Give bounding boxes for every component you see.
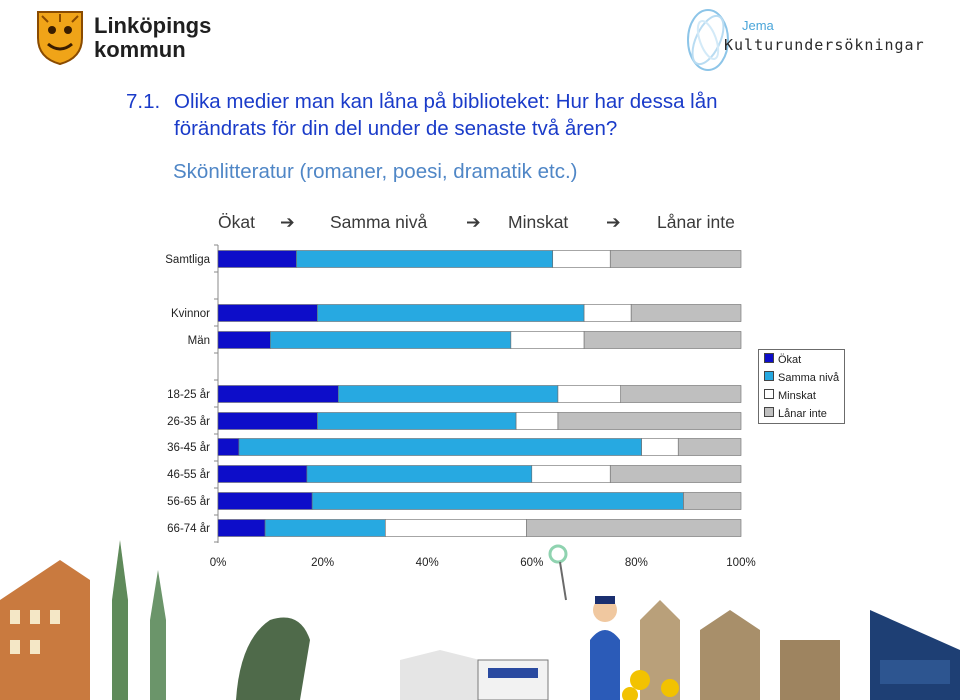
x-tick-label: 100%	[726, 557, 755, 569]
flow-label-minskat: Minskat	[508, 212, 569, 232]
bar-segment	[583, 331, 742, 349]
legend-label: Samma nivå	[778, 372, 840, 384]
question-line-1: Olika medier man kan låna på biblioteket…	[174, 90, 718, 113]
category-label: 56-65 år	[167, 496, 210, 508]
legend-label: Minskat	[778, 390, 816, 402]
legend-item-minskat: Minskat	[764, 389, 816, 402]
linkoping-logo: Linköpings kommun	[32, 8, 222, 68]
bar-segment	[557, 385, 622, 403]
bar-segment	[217, 250, 297, 268]
bar-segment	[337, 385, 559, 403]
legend-label: Ökat	[778, 354, 802, 366]
bar-segment	[557, 412, 742, 430]
legend-swatch	[764, 407, 774, 417]
question-line-2: förändrats för din del under de senaste …	[174, 117, 618, 140]
x-tick-label: 20%	[311, 557, 334, 569]
category-label: Män	[188, 335, 210, 347]
jema-label: Jema	[742, 18, 774, 33]
arrow-right-icon: ➔	[606, 212, 621, 232]
bar-segment	[217, 492, 313, 510]
bar-segment	[515, 412, 559, 430]
bar-segment	[269, 331, 512, 349]
bar-segment	[531, 465, 611, 483]
bar-segment	[526, 519, 742, 537]
question-number: 7.1.	[126, 90, 161, 113]
arrow-right-icon: ➔	[466, 212, 481, 232]
x-tick-label: 40%	[416, 557, 439, 569]
bar-segment	[217, 304, 318, 322]
bar-segment	[630, 304, 742, 322]
bar-segment	[609, 250, 742, 268]
logo-name: Linköpings kommun	[94, 13, 212, 62]
bar-segment	[317, 412, 517, 430]
bar-segment	[306, 465, 533, 483]
category-label: 66-74 år	[167, 523, 210, 535]
kulturundersokningar-label: Kulturundersökningar	[724, 36, 925, 54]
x-tick-label: 0%	[210, 557, 227, 569]
bar-segment	[677, 438, 742, 456]
bar-segment	[683, 492, 742, 510]
bar-segment	[217, 438, 240, 456]
bar-segment	[264, 519, 386, 537]
legend-swatch	[764, 389, 774, 399]
legend-item-lanar-inte: Lånar inte	[764, 407, 827, 420]
flow-label-lanar-inte: Lånar inte	[657, 212, 735, 232]
category-label: 46-55 år	[167, 469, 210, 481]
bar-segment	[583, 304, 632, 322]
bar-segment	[217, 412, 318, 430]
bar-segment	[552, 250, 611, 268]
bar-segment	[510, 331, 585, 349]
swirl-logo-icon	[687, 9, 729, 71]
category-label: 18-25 år	[167, 389, 210, 401]
category-label: Kvinnor	[171, 308, 210, 320]
bar-segment	[217, 385, 339, 403]
legend-swatch	[764, 371, 774, 381]
bar-segment	[620, 385, 742, 403]
flow-label-okat: Ökat	[218, 212, 255, 232]
chart-legend: Ökat Samma nivå Minskat Lånar inte	[758, 349, 845, 424]
question-subtitle: Skönlitteratur (romaner, poesi, dramatik…	[173, 160, 578, 183]
flow-label-samma: Samma nivå	[330, 212, 428, 232]
category-label: Samtliga	[165, 254, 210, 266]
bar-segment	[238, 438, 642, 456]
bar-segment	[385, 519, 527, 537]
bar-segment	[296, 250, 554, 268]
bar-segment	[311, 492, 684, 510]
category-label: 26-35 år	[167, 416, 210, 428]
bar-segment	[641, 438, 679, 456]
lion-crest-icon	[37, 11, 83, 66]
bar-segment	[609, 465, 742, 483]
city-collage-image	[0, 540, 960, 700]
bar-segment	[317, 304, 585, 322]
bar-segment	[217, 519, 266, 537]
legend-swatch	[764, 353, 774, 363]
x-tick-label: 60%	[520, 557, 543, 569]
kultur-logo: Jema Kulturundersökningar	[680, 4, 950, 76]
bar-segment	[217, 465, 308, 483]
bar-segment	[217, 331, 271, 349]
x-tick-label: 80%	[625, 557, 648, 569]
legend-item-samma: Samma nivå	[764, 371, 839, 384]
category-label: 36-45 år	[167, 442, 210, 454]
question-heading: 7.1. Olika medier man kan låna på bibliot…	[126, 88, 826, 142]
legend-label: Lånar inte	[778, 408, 827, 420]
arrow-right-icon: ➔	[280, 212, 295, 232]
legend-item-okat: Ökat	[764, 353, 801, 366]
